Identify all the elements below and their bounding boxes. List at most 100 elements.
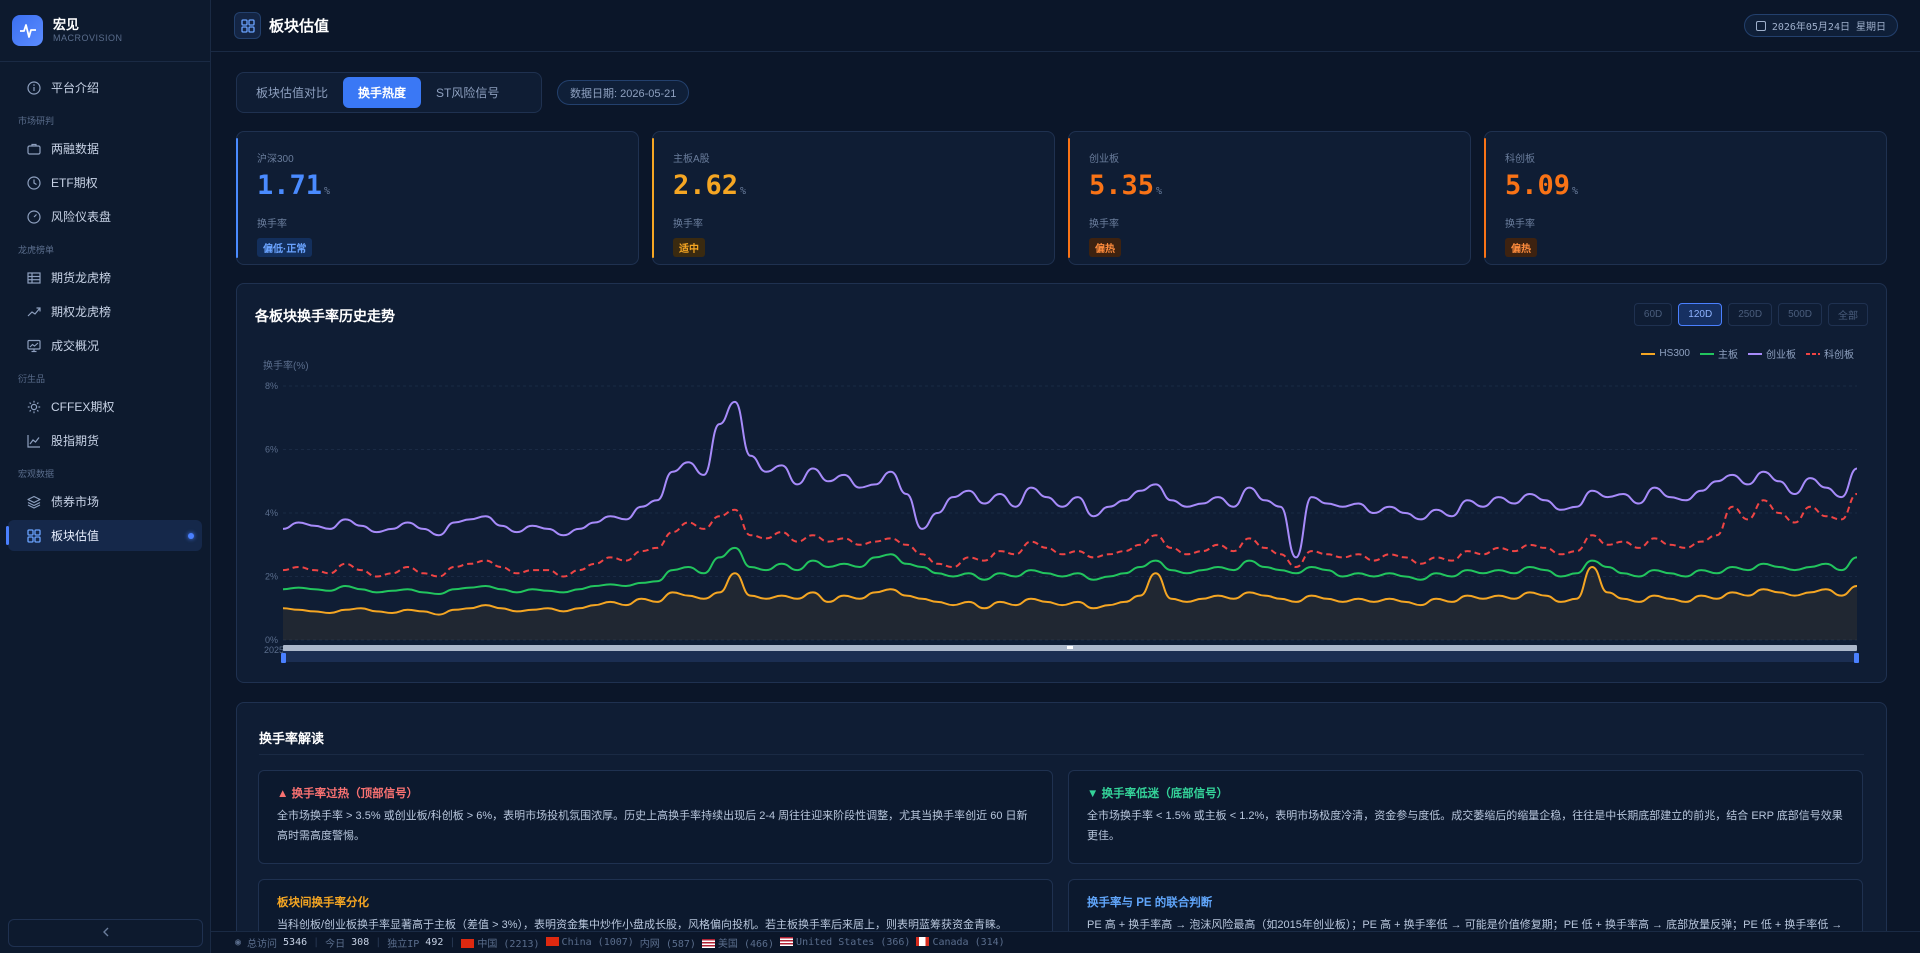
tab-st-risk[interactable]: ST风险信号 (436, 86, 500, 100)
metric-card-star-market: 科创板 5.09% 换手率 偏热 (1484, 131, 1887, 265)
signal-card-body: 全市场换手率 < 1.5% 或主板 < 1.2%，表明市场极度冷清，资金参与度低… (1087, 810, 1843, 842)
card-label: 主板A股 (673, 154, 710, 165)
tab-turnover-heat[interactable]: 换手热度 (343, 77, 422, 108)
sidebar-item-label: 债券市场 (51, 495, 100, 509)
nav-section-label: 宏观数据 (18, 469, 55, 479)
sidebar-item-etf-options[interactable]: ETF期权 (8, 167, 202, 198)
collapse-sidebar-button[interactable] (8, 919, 203, 947)
china-flag-icon (545, 937, 559, 946)
range-button-250d[interactable]: 250D (1728, 303, 1773, 326)
today-visits-label: 今日 (325, 939, 346, 950)
y-tick-label: 2% (265, 572, 278, 582)
status-badge: 偏热 (1089, 238, 1121, 257)
card-value-number: 5.09 (1505, 170, 1571, 201)
sidebar-item-index-futures[interactable]: 股指期货 (8, 425, 202, 456)
sidebar-nav: 平台介绍 市场研判 两融数据 ETF期权 风险仪表盘 龙虎榜单 期货龙虎榜 期权… (0, 62, 210, 551)
grid-icon (26, 528, 41, 543)
zoom-center-grip (1067, 646, 1073, 649)
card-unit: % (1156, 186, 1163, 197)
country-stat: Canada (314) (916, 937, 1005, 948)
legend-item-main-board[interactable]: 主板 (1700, 346, 1738, 361)
signal-card-title: ▼ 换手率低迷（底部信号） (1087, 788, 1229, 800)
country-stat-text: 中国 (2213) (477, 939, 540, 950)
tab-valuation-compare[interactable]: 板块估值对比 (256, 86, 329, 100)
range-button-60d[interactable]: 60D (1633, 303, 1673, 326)
sidebar-item-label: 期货龙虎榜 (51, 271, 112, 285)
table-icon (26, 270, 41, 285)
legend-swatch (1806, 352, 1820, 355)
brand[interactable]: 宏见 MACROVISION (0, 0, 210, 62)
signal-card-title: ▲ 换手率过热（顶部信号） (277, 788, 419, 800)
y-tick-label: 8% (265, 381, 278, 391)
interpretation-panel: 换手率解读 ▲ 换手率过热（顶部信号） 全市场换手率 > 3.5% 或创业板/科… (236, 702, 1887, 953)
card-accent (1068, 138, 1070, 258)
country-stat: United States (366) (780, 937, 910, 948)
card-sublabel: 换手率 (257, 219, 287, 230)
range-button-all[interactable]: 全部 (1828, 303, 1868, 326)
divider: | (313, 937, 320, 948)
line-chart-icon (26, 433, 41, 448)
sidebar-item-intro[interactable]: 平台介绍 (8, 72, 202, 103)
legend-item-star-market[interactable]: 科创板 (1806, 346, 1854, 361)
page-header: 板块估值 2026年05月24日 星期日 (211, 0, 1920, 52)
pulse-logo-icon (12, 15, 43, 46)
sidebar-item-label: 平台介绍 (51, 81, 100, 95)
chart-legend: HS300 主板 创业板 科创板 (1641, 346, 1854, 361)
legend-swatch (1700, 352, 1714, 355)
status-badge: 适中 (673, 238, 705, 257)
turnover-line-chart[interactable]: 换手率(%) 0% 2% 4% 6% 8% 2025 (237, 284, 1888, 684)
unique-ip-value: 492 (425, 937, 444, 948)
metric-card-main-board: 主板A股 2.62% 换手率 适中 (652, 131, 1055, 265)
sidebar-item-cffex-options[interactable]: CFFEX期权 (8, 391, 202, 422)
signal-card-cold: ▼ 换手率低迷（底部信号） 全市场换手率 < 1.5% 或主板 < 1.2%，表… (1068, 770, 1863, 864)
current-date: 2026年05月24日 星期日 (1743, 14, 1898, 37)
divider: | (375, 937, 382, 948)
sidebar-item-sector-valuation[interactable]: 板块估值 (6, 520, 202, 551)
briefcase-icon (26, 141, 41, 156)
monitor-chart-icon (26, 338, 41, 353)
divider (259, 754, 1864, 755)
y-tick-label: 4% (265, 508, 278, 518)
range-button-120d[interactable]: 120D (1678, 303, 1723, 326)
legend-item-chinext[interactable]: 创业板 (1748, 346, 1796, 361)
chart-title: 各板块换手率历史走势 (255, 308, 395, 324)
visitor-stats-bar: ◉ 总访问 5346 | 今日 308 | 独立IP 492 | 中国 (221… (211, 931, 1920, 953)
nav-section-label: 衍生品 (18, 374, 46, 384)
zoom-handle-right (1854, 653, 1859, 663)
card-sublabel: 换手率 (1089, 219, 1119, 230)
status-badge: 偏热 (1505, 238, 1537, 257)
card-unit: % (740, 186, 747, 197)
series-line-2 (282, 400, 1858, 559)
status-badge: 偏低·正常 (257, 238, 313, 257)
legend-item-hs300[interactable]: HS300 (1641, 346, 1690, 361)
turnover-chart-panel: 各板块换手率历史走势 60D 120D 250D 500D 全部 HS300 主… (236, 283, 1887, 683)
sidebar-item-risk-dashboard[interactable]: 风险仪表盘 (8, 201, 202, 232)
sidebar-item-options-rank[interactable]: 期权龙虎榜 (8, 296, 202, 327)
country-stat-text: Canada (314) (932, 937, 1005, 948)
y-tick-label: 6% (265, 445, 278, 455)
signal-card-body: 当科创板/创业板换手率显著高于主板（差值 > 3%），表明资金集中炒作小盘成长股… (277, 919, 1007, 931)
sidebar-item-label: 板块估值 (51, 529, 100, 543)
country-stat-text: 美国 (466) (717, 939, 775, 950)
range-button-500d[interactable]: 500D (1778, 303, 1822, 326)
country-stat: 中国 (2213) (461, 935, 540, 950)
sidebar-item-bond-market[interactable]: 债券市场 (8, 486, 202, 517)
gauge-icon (26, 209, 41, 224)
sidebar-item-margin[interactable]: 两融数据 (8, 133, 202, 164)
grid-icon (234, 12, 261, 39)
sidebar-item-trading-overview[interactable]: 成交概况 (8, 330, 202, 361)
data-date-badge: 数据日期: 2026-05-21 (557, 80, 690, 105)
country-stat: 内网 (587) (640, 935, 696, 950)
card-accent (236, 138, 238, 258)
total-visits-label: 总访问 (247, 939, 278, 950)
info-icon (26, 80, 41, 95)
signal-card-overheat: ▲ 换手率过热（顶部信号） 全市场换手率 > 3.5% 或创业板/科创板 > 6… (258, 770, 1053, 864)
today-visits-value: 308 (351, 937, 370, 948)
card-unit: % (1572, 186, 1579, 197)
legend-label: HS300 (1659, 348, 1690, 359)
brand-subtitle: MACROVISION (53, 33, 123, 43)
nav-section-label: 市场研判 (18, 116, 55, 126)
nav-section-label: 龙虎榜单 (18, 245, 55, 255)
country-stat: China (1007) (545, 937, 634, 948)
sidebar-item-futures-rank[interactable]: 期货龙虎榜 (8, 262, 202, 293)
